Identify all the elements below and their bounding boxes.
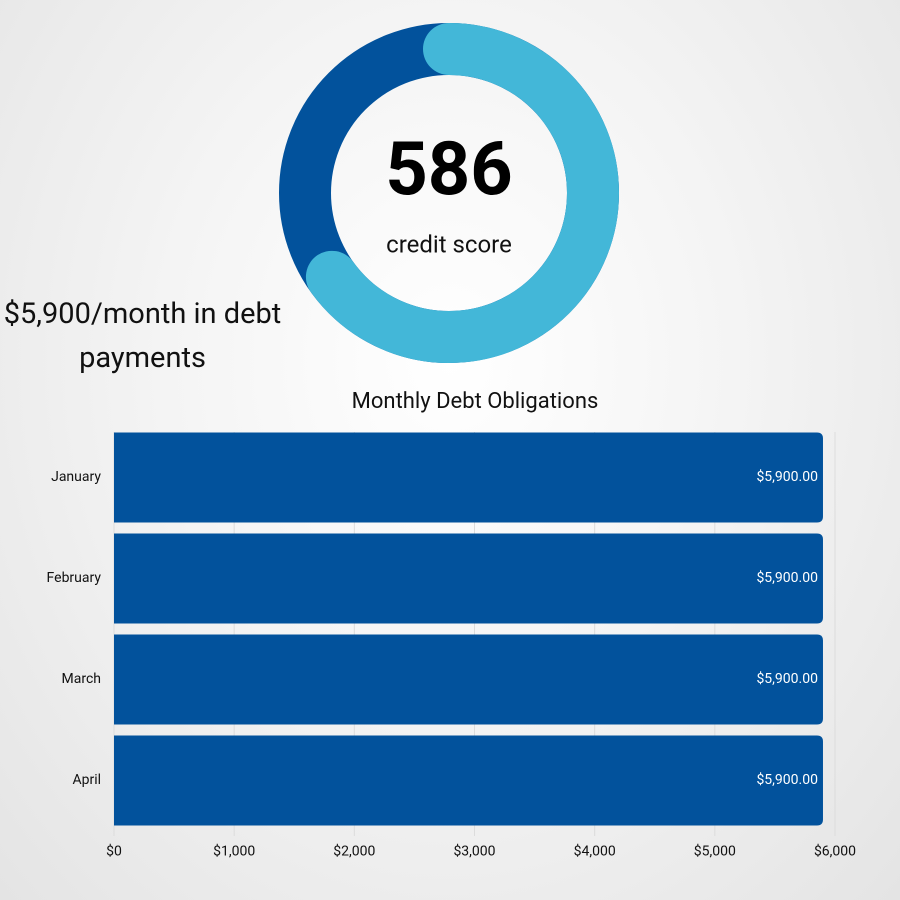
value-label: $5,900.00: [756, 468, 818, 485]
bar: [114, 432, 823, 523]
bar: [114, 634, 823, 725]
score-value: 586: [385, 127, 512, 214]
value-label: $5,900.00: [756, 670, 818, 687]
y-tick-label: February: [47, 570, 102, 586]
x-tick-label: $1,000: [213, 843, 255, 860]
y-tick-label: January: [51, 469, 101, 485]
x-tick-label: $2,000: [333, 843, 375, 860]
x-tick-label: $0: [106, 843, 122, 860]
bar: [114, 533, 823, 624]
x-tick-label: $3,000: [453, 843, 495, 860]
bar: [114, 735, 823, 826]
gauge-arc: [305, 23, 619, 363]
x-tick-label: $5,000: [694, 843, 736, 860]
headline: $5,900/month in debt payments: [3, 297, 282, 375]
value-label: $5,900.00: [756, 771, 818, 788]
x-tick-label: $6,000: [814, 843, 856, 860]
y-tick-label: March: [62, 671, 102, 687]
x-tick-label: $4,000: [574, 843, 616, 860]
y-tick-label: April: [72, 772, 101, 788]
value-label: $5,900.00: [756, 569, 818, 586]
chart-title: Monthly Debt Obligations: [352, 389, 599, 414]
score-label: credit score: [386, 230, 512, 258]
